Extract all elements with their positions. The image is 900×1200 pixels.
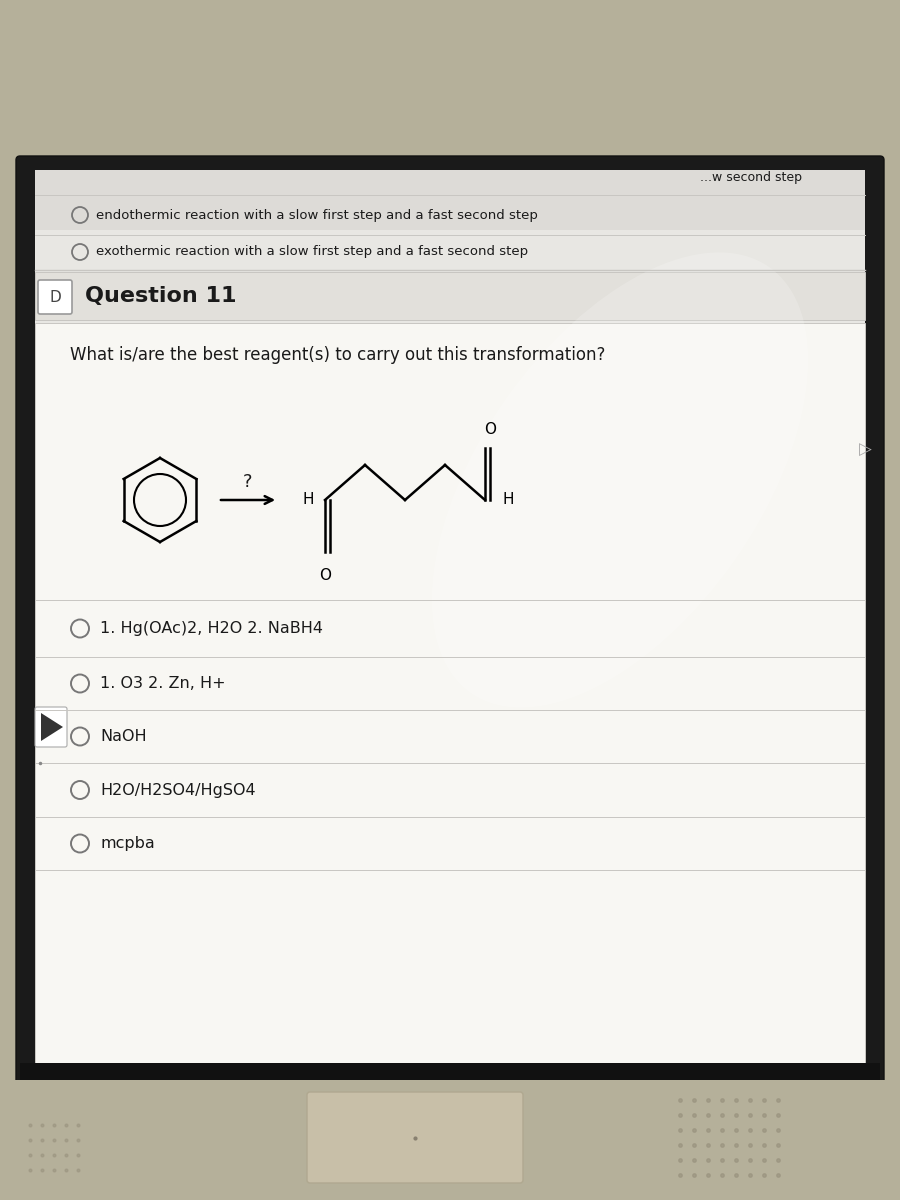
Text: H: H	[503, 492, 515, 508]
FancyBboxPatch shape	[16, 156, 884, 1084]
Text: NaOH: NaOH	[100, 728, 147, 744]
FancyBboxPatch shape	[35, 170, 865, 230]
FancyBboxPatch shape	[35, 272, 865, 320]
Text: 1. O3 2. Zn, H+: 1. O3 2. Zn, H+	[100, 676, 226, 691]
Text: O: O	[319, 568, 331, 583]
Text: ...w second step: ...w second step	[700, 172, 802, 185]
Text: endothermic reaction with a slow first step and a fast second step: endothermic reaction with a slow first s…	[96, 209, 538, 222]
Text: O: O	[484, 422, 496, 437]
Text: H: H	[302, 492, 314, 508]
Text: H2O/H2SO4/HgSO4: H2O/H2SO4/HgSO4	[100, 782, 256, 798]
FancyBboxPatch shape	[35, 323, 865, 1066]
FancyBboxPatch shape	[38, 280, 72, 314]
Text: D: D	[50, 289, 61, 305]
Polygon shape	[41, 713, 63, 740]
Text: Question 11: Question 11	[85, 286, 237, 306]
Ellipse shape	[432, 252, 808, 708]
Text: 1. Hg(OAc)2, H2O 2. NaBH4: 1. Hg(OAc)2, H2O 2. NaBH4	[100, 622, 323, 636]
FancyBboxPatch shape	[35, 707, 67, 746]
FancyBboxPatch shape	[20, 1063, 880, 1085]
Text: mcpba: mcpba	[100, 836, 155, 851]
FancyBboxPatch shape	[0, 1080, 900, 1200]
Text: ?: ?	[243, 473, 253, 491]
Text: exothermic reaction with a slow first step and a fast second step: exothermic reaction with a slow first st…	[96, 246, 528, 258]
Text: What is/are the best reagent(s) to carry out this transformation?: What is/are the best reagent(s) to carry…	[70, 346, 606, 364]
FancyBboxPatch shape	[307, 1092, 523, 1183]
FancyBboxPatch shape	[35, 170, 865, 1066]
Text: ▷: ▷	[859, 440, 871, 458]
